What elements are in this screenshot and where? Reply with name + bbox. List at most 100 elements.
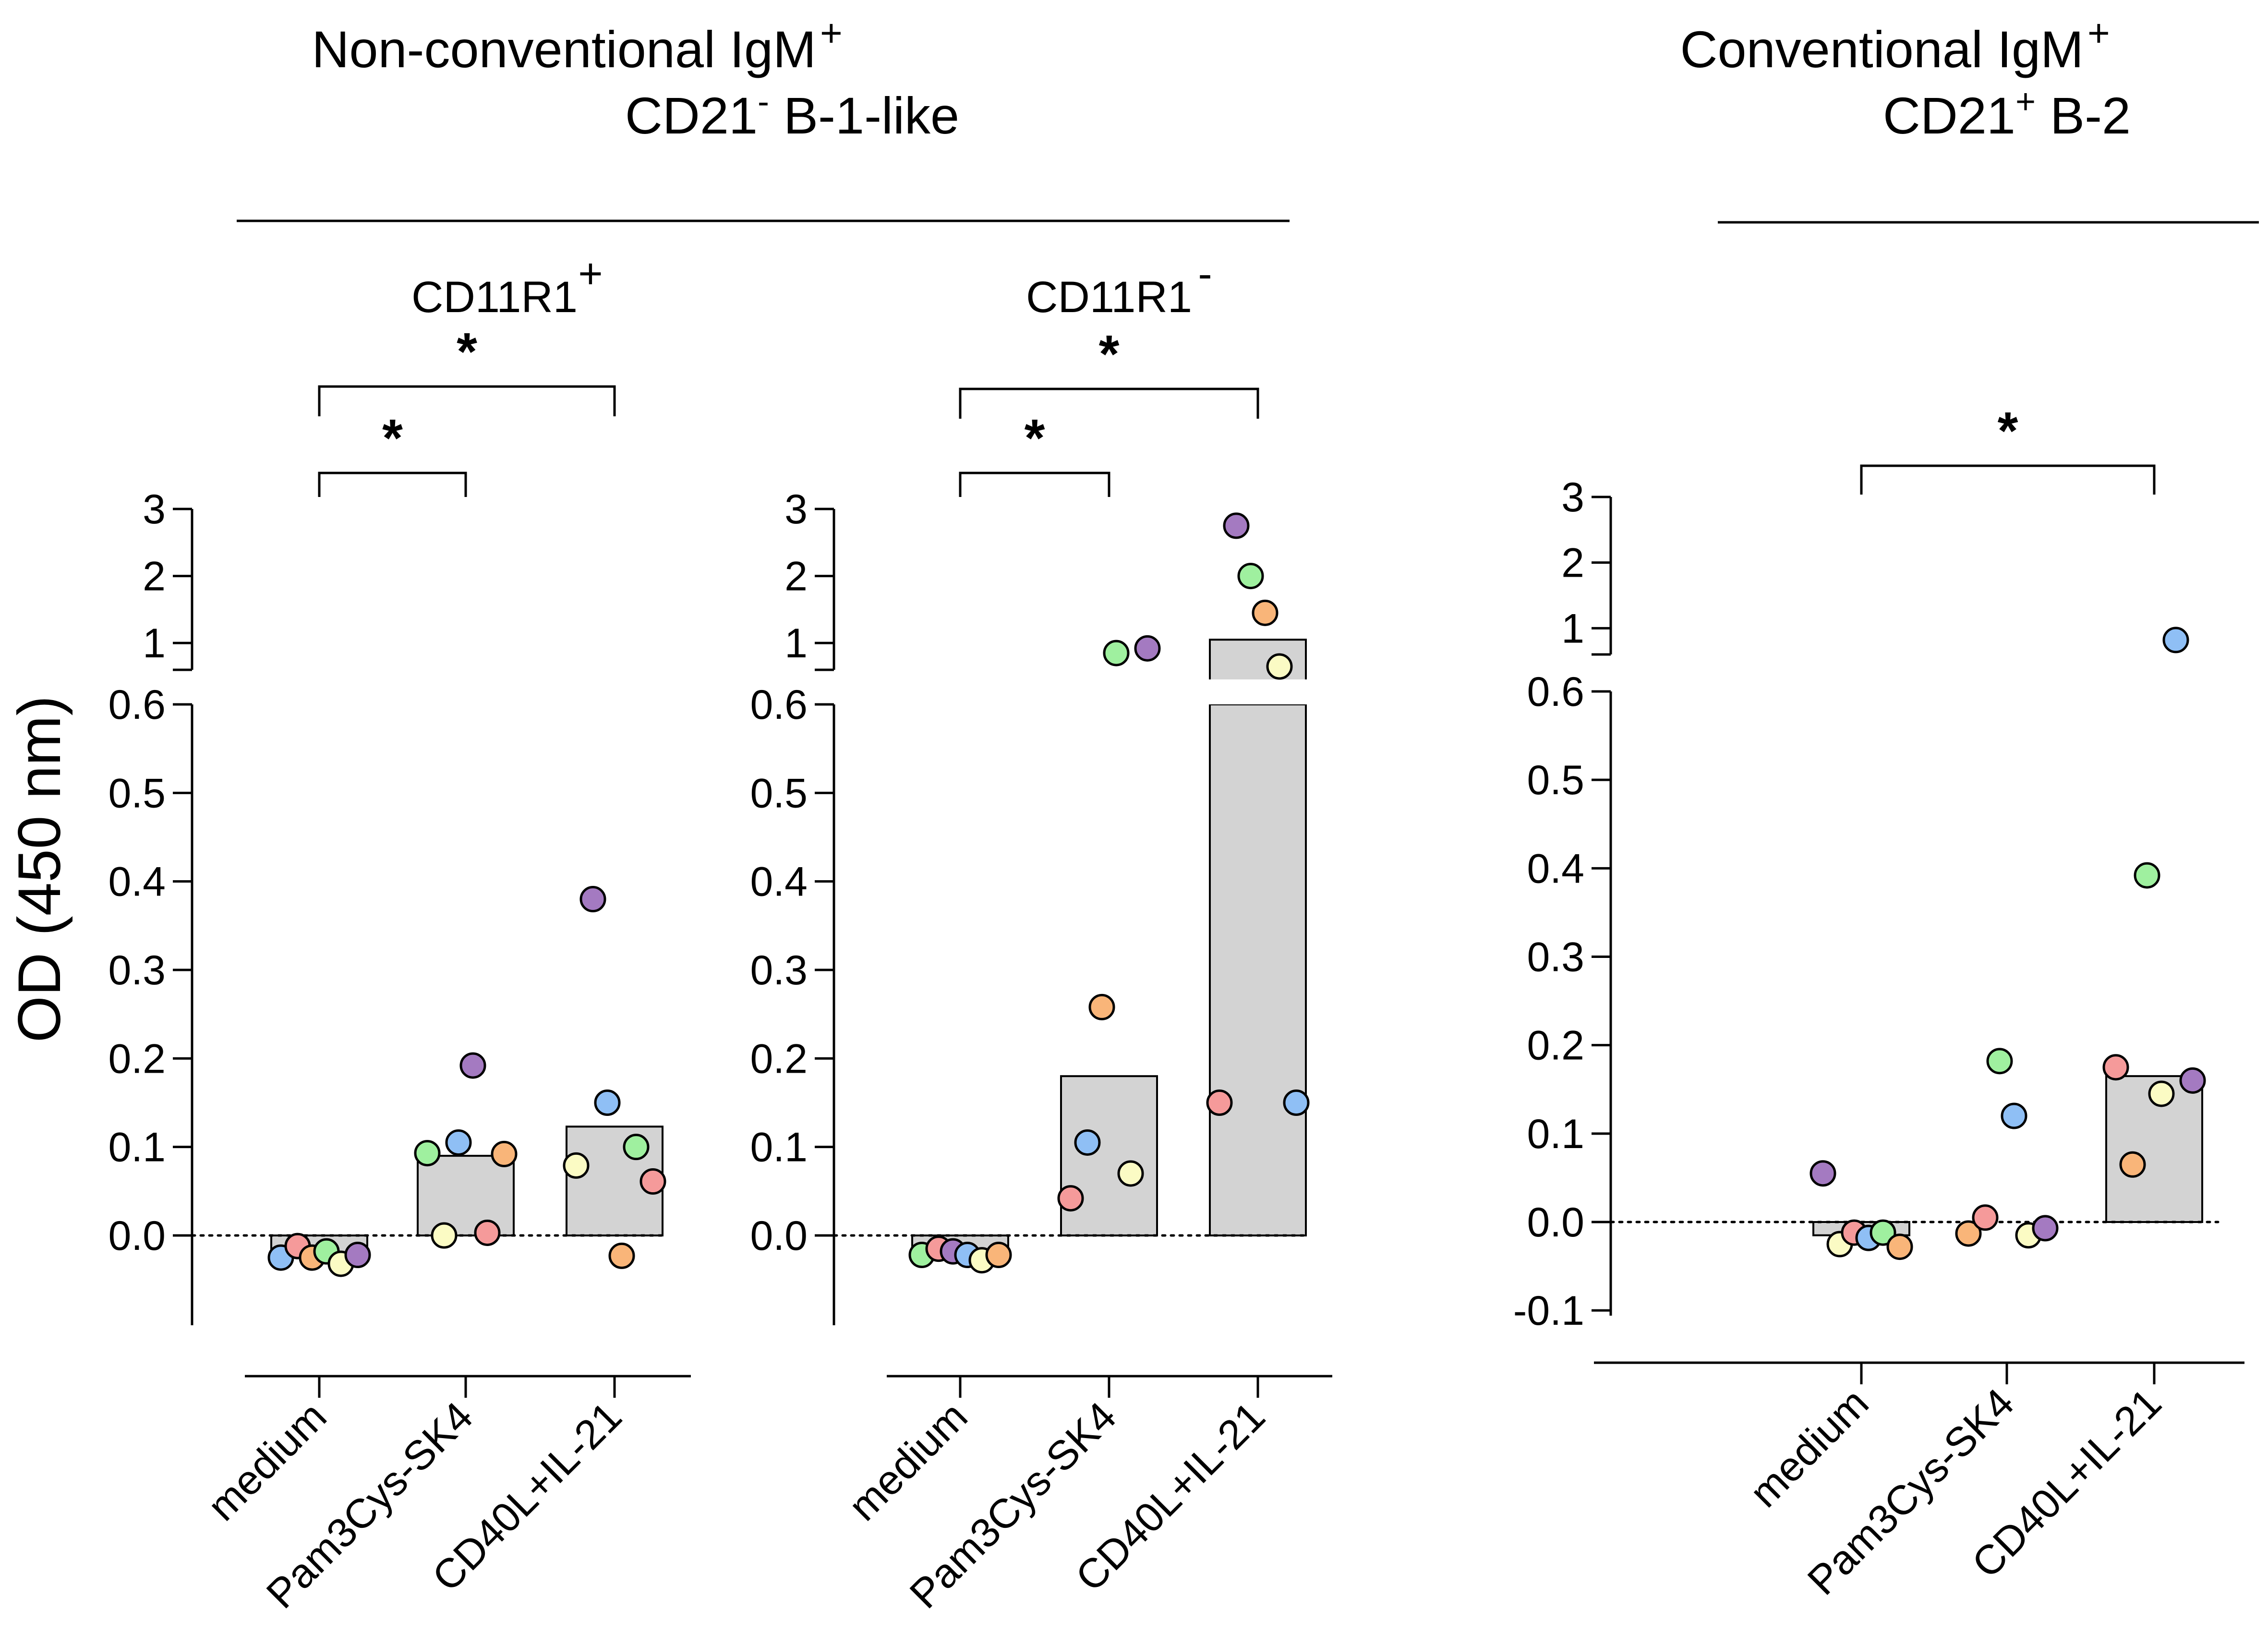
significance-bracket — [959, 472, 1110, 497]
y-tick-label: 0.5 — [1527, 757, 1584, 803]
y-tick-label: 1 — [143, 620, 166, 666]
data-point — [1972, 1204, 1999, 1231]
significance-bracket — [318, 385, 616, 416]
data-point — [491, 1140, 518, 1167]
data-point — [1223, 512, 1250, 539]
significance-bracket — [318, 472, 467, 497]
y-tick-label: 3 — [784, 486, 808, 533]
group-title-left: Non-conventional IgM — [312, 20, 816, 78]
bar-2 — [417, 1155, 515, 1237]
y-tick-label: 0.1 — [750, 1125, 808, 1171]
y-tick-label: 0.4 — [1527, 846, 1584, 892]
bar-2 — [1060, 1075, 1158, 1236]
panel-1: CD11R1 +0.60.50.40.30.20.10.0321mediumPam… — [108, 250, 691, 1617]
y-tick-label: 0.3 — [1527, 934, 1584, 980]
data-point — [1237, 563, 1264, 590]
y-tick-label: 0.2 — [750, 1036, 808, 1082]
data-point — [1103, 640, 1130, 666]
panel-title-sup: - — [1198, 250, 1212, 297]
data-point — [985, 1242, 1012, 1269]
group-subtitle-left: CD21- B-1-like — [625, 83, 959, 145]
data-point — [2179, 1067, 2206, 1094]
y-tick-label: 0.6 — [108, 682, 166, 728]
data-point — [1283, 1089, 1310, 1116]
data-point — [1057, 1185, 1084, 1212]
x-tick-label: medium — [840, 1393, 976, 1530]
y-tick-label: 0.4 — [108, 859, 166, 905]
significance-label: * — [1099, 325, 1120, 384]
data-point — [1134, 635, 1161, 662]
significance-label: * — [457, 322, 477, 381]
y-tick-label: 0.5 — [750, 770, 808, 816]
data-point — [344, 1242, 371, 1269]
data-point — [2032, 1215, 2059, 1242]
y-tick-label: 0.0 — [1527, 1199, 1584, 1246]
group-title-left-sup: + — [820, 12, 843, 54]
data-point — [594, 1089, 621, 1116]
y-tick-label: 0.2 — [1527, 1023, 1584, 1069]
data-point — [459, 1052, 486, 1079]
y-tick-label: 1 — [1561, 605, 1584, 652]
data-point — [1810, 1160, 1836, 1187]
data-point — [1886, 1234, 1913, 1260]
data-point — [623, 1134, 650, 1161]
panel-title: CD11R1 — [411, 273, 578, 322]
data-point — [2102, 1054, 2129, 1081]
data-point — [474, 1219, 501, 1246]
data-point — [579, 886, 606, 913]
data-point — [1117, 1160, 1144, 1187]
data-point — [1955, 1220, 1982, 1247]
data-point — [563, 1152, 590, 1179]
significance-label: * — [1025, 409, 1045, 468]
y-tick-label: -0.1 — [1513, 1288, 1584, 1334]
y-tick-label: 0.1 — [1527, 1111, 1584, 1157]
significance-bracket — [959, 387, 1259, 419]
y-tick-label: 0.5 — [108, 770, 166, 816]
y-tick-label: 0.2 — [108, 1036, 166, 1082]
significance-label: * — [1998, 401, 2018, 460]
bar-3-lower — [1209, 703, 1307, 1236]
y-tick-label: 0.3 — [108, 947, 166, 993]
data-point — [1252, 599, 1279, 626]
y-axis-label: OD (450 nm) — [6, 696, 73, 1042]
data-point — [2119, 1151, 2146, 1178]
y-tick-label: 0.1 — [108, 1125, 166, 1171]
y-tick-label: 0.3 — [750, 947, 808, 993]
significance-label: * — [382, 409, 403, 468]
x-tick-label: medium — [199, 1393, 335, 1530]
y-tick-label: 2 — [784, 554, 808, 600]
data-point — [1074, 1129, 1101, 1156]
data-point — [414, 1140, 441, 1167]
y-tick-label: 0.0 — [750, 1213, 808, 1259]
y-tick-label: 1 — [784, 620, 808, 666]
y-tick-label: 2 — [1561, 540, 1584, 586]
data-point — [2162, 627, 2189, 654]
data-point — [1206, 1089, 1233, 1116]
y-tick-label: 0.4 — [750, 859, 808, 905]
group-title-right: Conventional IgM — [1680, 20, 2084, 78]
data-point — [1986, 1048, 2013, 1075]
panel-title: CD11R1 — [1026, 273, 1192, 322]
group-subtitle-right: CD21+ B-2 — [1883, 83, 2131, 145]
y-tick-label: 0.6 — [1527, 669, 1584, 715]
panel-3: 0.60.50.40.30.20.10.0-0.1321mediumPam3Cy… — [1513, 401, 2244, 1604]
data-point — [445, 1129, 472, 1156]
bar-3-upper — [1209, 639, 1307, 683]
data-point — [2148, 1080, 2175, 1107]
data-point — [639, 1168, 666, 1195]
y-tick-label: 2 — [143, 554, 166, 600]
data-point — [431, 1222, 458, 1249]
data-point — [1266, 653, 1293, 680]
panel-2: CD11R1 -0.60.50.40.30.20.10.0321mediumPam… — [750, 250, 1332, 1617]
data-point — [1870, 1219, 1896, 1246]
panel-title-sup: + — [578, 250, 603, 297]
bar-3-gap — [1207, 679, 1309, 704]
data-point — [2134, 862, 2160, 889]
data-point — [608, 1242, 635, 1269]
y-tick-label: 3 — [143, 486, 166, 533]
significance-bracket — [1860, 464, 2156, 495]
data-point — [1088, 993, 1115, 1020]
y-tick-label: 0.6 — [750, 682, 808, 728]
